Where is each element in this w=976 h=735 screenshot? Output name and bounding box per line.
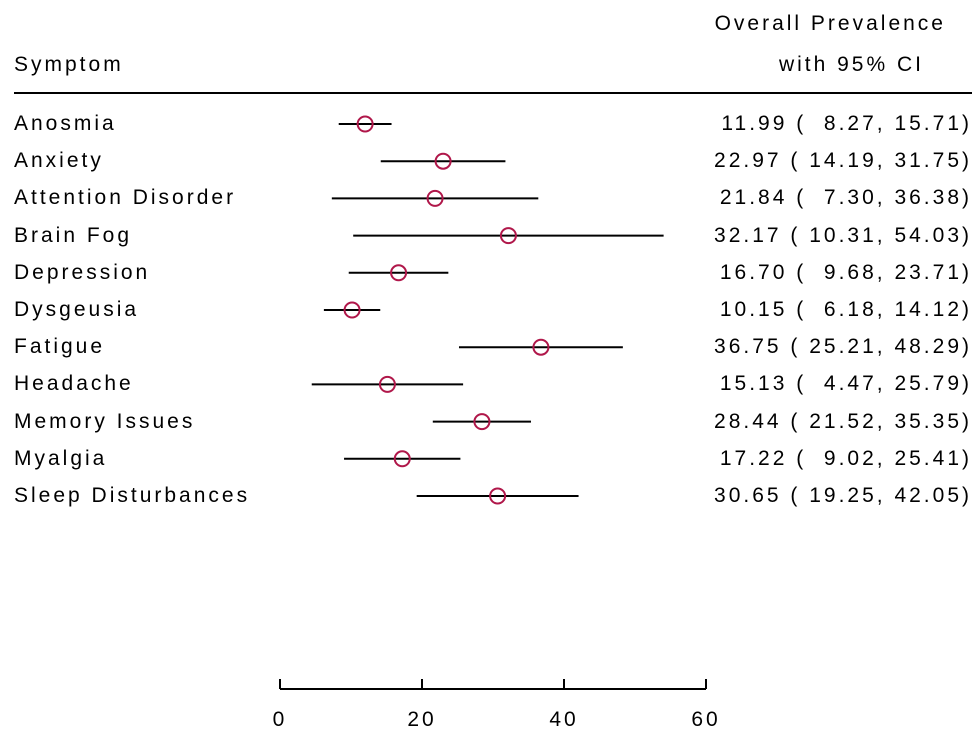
estimate-marker xyxy=(532,338,550,356)
symptom-label: Sleep Disturbances xyxy=(14,484,251,507)
estimate-marker xyxy=(378,375,396,393)
prevalence-value: 11.99 ( 8.27, 15.71) xyxy=(721,112,972,135)
estimate-marker xyxy=(343,301,361,319)
prevalence-value: 36.75 ( 25.21, 48.29) xyxy=(714,335,972,359)
estimate-marker xyxy=(390,264,408,282)
symptom-label: Attention Disorder xyxy=(14,186,237,210)
symptom-label: Myalgia xyxy=(14,446,108,470)
prevalence-value: 32.17 ( 10.31, 54.03) xyxy=(714,223,972,247)
symptom-label: Dysgeusia xyxy=(14,298,140,321)
prevalence-value: 22.97 ( 14.19, 31.75) xyxy=(714,149,972,173)
x-tick-label: 40 xyxy=(549,708,578,731)
estimate-marker xyxy=(356,115,374,133)
symptom-label: Brain Fog xyxy=(14,223,133,247)
x-tick-label: 0 xyxy=(273,708,288,731)
prevalence-value: 16.70 ( 9.68, 23.71) xyxy=(719,260,972,284)
symptom-label: Anosmia xyxy=(14,112,117,135)
prevalence-value: 10.15 ( 6.18, 14.12) xyxy=(719,298,972,321)
prevalence-value: 21.84 ( 7.30, 36.38) xyxy=(719,186,972,210)
symptom-column-header: Symptom xyxy=(14,53,124,76)
estimate-marker xyxy=(426,189,444,207)
estimate-marker xyxy=(434,152,452,170)
symptom-label: Depression xyxy=(14,260,151,284)
estimate-marker xyxy=(473,413,491,431)
x-axis: 0 20 40 60 xyxy=(273,679,720,731)
prevalence-value: 28.44 ( 21.52, 35.35) xyxy=(714,409,972,433)
forest-plot-marks xyxy=(311,115,664,505)
estimate-marker xyxy=(489,487,507,505)
prevalence-column-header-line2: with 95% CI xyxy=(778,53,924,76)
prevalence-value: 15.13 ( 4.47, 25.79) xyxy=(719,372,972,396)
symptom-label: Anxiety xyxy=(14,149,104,173)
estimate-marker xyxy=(499,227,517,245)
symptom-label: Headache xyxy=(14,372,134,396)
symptom-label: Memory Issues xyxy=(14,409,196,433)
x-tick-label: 60 xyxy=(691,708,720,731)
prevalence-column-header-line1: Overall Prevalence xyxy=(714,12,946,35)
symptom-label: Fatigue xyxy=(14,335,106,359)
prevalence-value: 30.65 ( 19.25, 42.05) xyxy=(714,484,972,507)
x-tick-label: 20 xyxy=(407,708,436,731)
prevalence-value: 17.22 ( 9.02, 25.41) xyxy=(719,446,972,470)
header-divider xyxy=(14,92,972,94)
estimate-marker xyxy=(393,450,411,468)
